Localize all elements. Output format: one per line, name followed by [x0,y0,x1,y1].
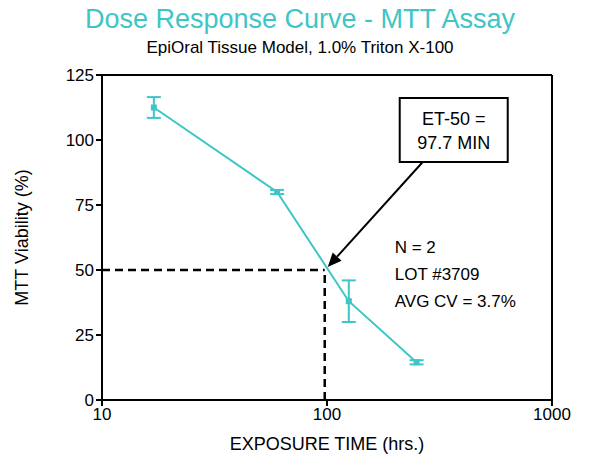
svg-text:75: 75 [75,196,94,215]
svg-text:25: 25 [75,326,94,345]
svg-text:LOT #3709: LOT #3709 [395,265,480,284]
svg-text:10: 10 [93,405,112,424]
svg-text:MTT Viability (%): MTT Viability (%) [12,169,32,305]
svg-text:EXPOSURE TIME (hrs.): EXPOSURE TIME (hrs.) [230,434,425,454]
svg-text:AVG CV = 3.7%: AVG CV = 3.7% [395,292,516,311]
svg-text:100: 100 [313,405,341,424]
svg-text:125: 125 [66,66,94,85]
svg-text:ET-50 =: ET-50 = [422,109,486,129]
html-text:Dose Response Curve - MTT Assa: Dose Response Curve - MTT Assay [84,4,516,34]
svg-text:100: 100 [66,131,94,150]
svg-text:97.7 MIN: 97.7 MIN [417,133,490,153]
svg-text:1000: 1000 [533,405,571,424]
svg-text:50: 50 [75,261,94,280]
svg-text:0: 0 [85,391,94,410]
html-text:EpiOral Tissue Model, 1.0% Tri: EpiOral Tissue Model, 1.0% Triton X-100 [146,38,454,57]
svg-text:N = 2: N = 2 [395,238,436,257]
